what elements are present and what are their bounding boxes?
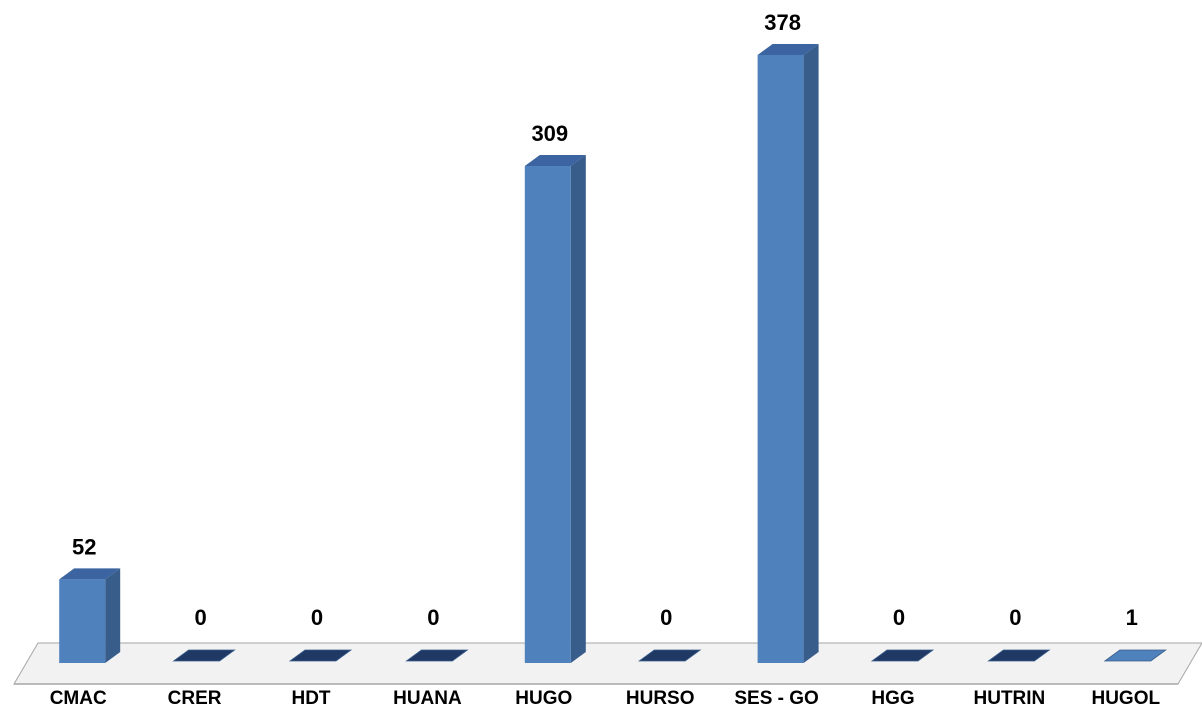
bar-side (105, 568, 121, 663)
bar-base-tile (405, 649, 469, 662)
bar-front (524, 165, 571, 663)
bar-top (757, 44, 819, 55)
value-label: 52 (72, 534, 96, 559)
bar-huana (405, 649, 469, 662)
category-label: HUANA (393, 688, 462, 709)
bars-group (59, 44, 1168, 663)
value-label: 0 (311, 605, 323, 630)
value-label: 0 (1009, 605, 1021, 630)
value-label: 0 (893, 605, 905, 630)
value-label: 1 (1126, 605, 1138, 630)
category-label: CMAC (50, 688, 107, 709)
bar-hutrin (987, 649, 1051, 662)
category-label: CRER (168, 688, 222, 709)
bar-base-tile (987, 649, 1051, 662)
category-labels-group: CMAC CRER HDT HUANA HUGO HURSO SES - GO HGG HUTR… (50, 688, 1161, 709)
bar-top (59, 568, 121, 580)
value-label: 309 (531, 121, 568, 146)
bar-hurso (637, 649, 702, 662)
bar-ses-go (757, 44, 819, 663)
bar-front (757, 55, 804, 663)
bar-hugo (524, 154, 586, 663)
value-label: 378 (764, 10, 801, 35)
bar-base-tile (637, 649, 702, 662)
bar-crer (172, 649, 236, 662)
category-label: HUGOL (1091, 688, 1160, 709)
bar-hdt (288, 649, 353, 662)
bar-base-tile (172, 649, 236, 662)
chart-floor (13, 642, 1202, 685)
value-label: 0 (660, 605, 672, 630)
bar-hugol (1103, 649, 1168, 662)
bar-base-tile (1103, 649, 1168, 662)
bar-cmac (59, 568, 121, 663)
category-label: HGG (871, 688, 914, 709)
bar-top (524, 154, 586, 166)
category-label: HUTRIN (974, 688, 1046, 709)
value-labels-group: 52 0 0 0 309 0 378 0 0 1 (72, 10, 1138, 630)
value-label: 0 (427, 605, 439, 630)
bar-side (570, 154, 586, 663)
category-label: SES - GO (734, 688, 818, 709)
category-label: HUGO (515, 688, 572, 709)
category-label: HURSO (626, 688, 695, 709)
value-label: 0 (194, 605, 206, 630)
bar-front (59, 579, 106, 663)
bar-base-tile (288, 649, 353, 662)
bar-side (803, 44, 819, 663)
category-label: HDT (291, 688, 330, 709)
bar-base-tile (870, 649, 935, 662)
bar-hgg (870, 649, 935, 662)
